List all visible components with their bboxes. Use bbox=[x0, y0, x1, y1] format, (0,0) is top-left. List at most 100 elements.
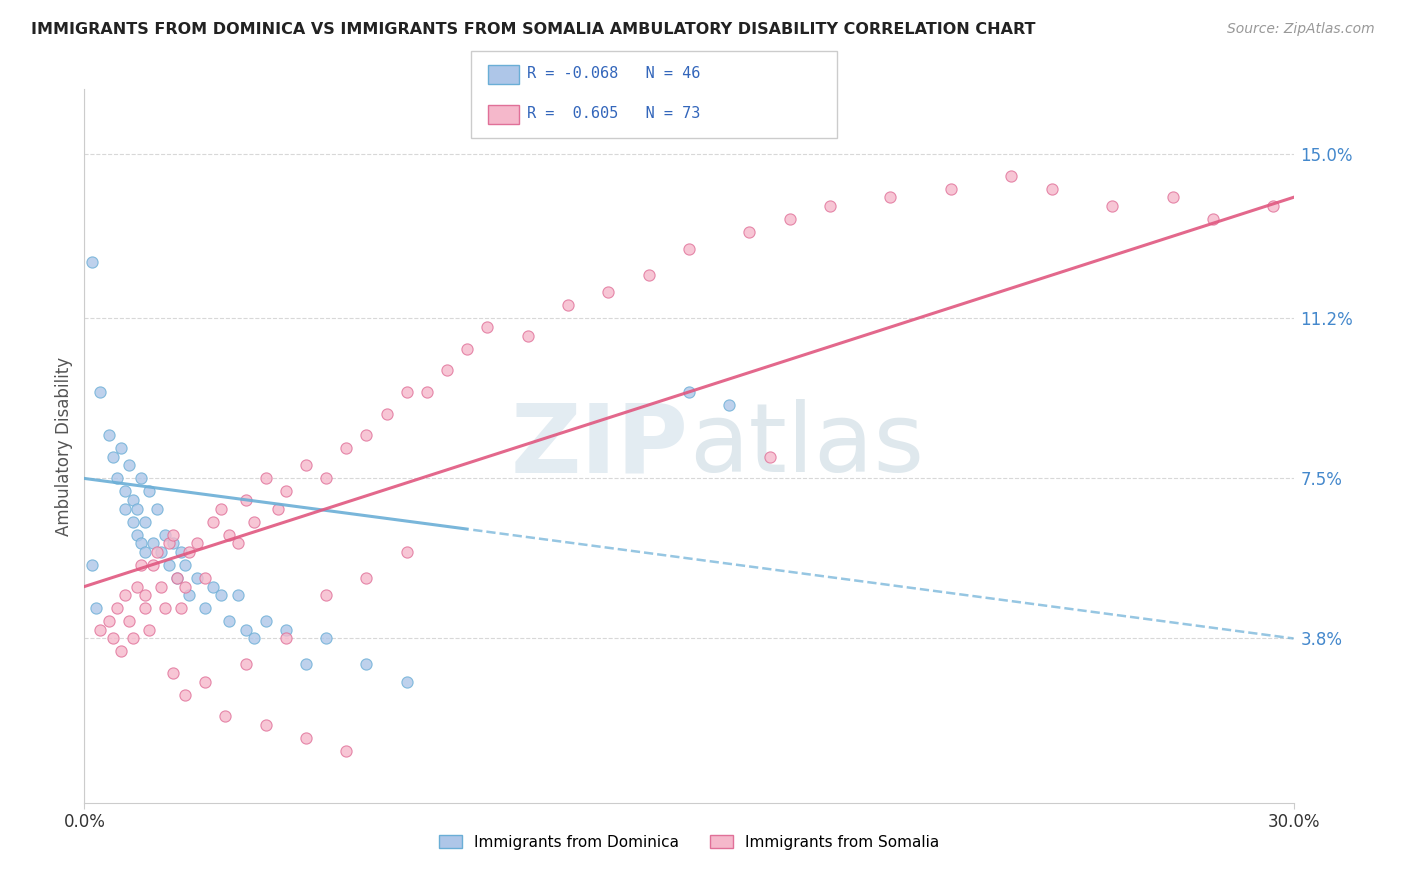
Point bbox=[274, 632, 297, 646]
Point bbox=[295, 657, 318, 672]
Point bbox=[1161, 190, 1184, 204]
Point bbox=[295, 731, 318, 745]
Point bbox=[174, 688, 197, 702]
Point bbox=[149, 580, 172, 594]
Point bbox=[134, 545, 156, 559]
Point bbox=[170, 601, 193, 615]
Point bbox=[114, 501, 136, 516]
Point bbox=[86, 601, 108, 615]
Point bbox=[1000, 169, 1022, 183]
Point bbox=[356, 428, 378, 442]
Point bbox=[1202, 211, 1225, 226]
Point bbox=[118, 614, 141, 628]
Point bbox=[134, 588, 156, 602]
Text: ZIP: ZIP bbox=[510, 400, 689, 492]
Point bbox=[114, 484, 136, 499]
Point bbox=[121, 632, 143, 646]
Point bbox=[82, 558, 104, 572]
Point bbox=[89, 623, 111, 637]
Point bbox=[235, 657, 257, 672]
Point bbox=[718, 398, 741, 412]
Point bbox=[226, 588, 249, 602]
Point bbox=[375, 407, 398, 421]
Point bbox=[939, 182, 962, 196]
Point bbox=[179, 545, 201, 559]
Point bbox=[416, 384, 439, 399]
Point bbox=[194, 674, 217, 689]
Point bbox=[637, 268, 659, 282]
Point bbox=[235, 623, 257, 637]
Point bbox=[1040, 182, 1063, 196]
Point bbox=[110, 441, 132, 455]
Point bbox=[779, 211, 801, 226]
Point bbox=[214, 709, 236, 723]
Point bbox=[105, 601, 128, 615]
Point bbox=[356, 657, 378, 672]
Point bbox=[456, 342, 478, 356]
Point bbox=[138, 484, 160, 499]
Point bbox=[162, 527, 184, 541]
Point bbox=[142, 558, 165, 572]
Point bbox=[235, 493, 257, 508]
Point bbox=[1101, 199, 1123, 213]
Point bbox=[678, 242, 700, 256]
Point bbox=[134, 601, 156, 615]
Point bbox=[174, 580, 197, 594]
Point bbox=[356, 571, 378, 585]
Point bbox=[179, 588, 201, 602]
Point bbox=[335, 441, 357, 455]
Point bbox=[157, 536, 180, 550]
Point bbox=[879, 190, 901, 204]
Text: R = -0.068   N = 46: R = -0.068 N = 46 bbox=[527, 66, 700, 81]
Point bbox=[142, 536, 165, 550]
Point bbox=[153, 601, 176, 615]
Point bbox=[315, 471, 337, 485]
Point bbox=[146, 545, 169, 559]
Point bbox=[758, 450, 780, 464]
Point bbox=[218, 527, 240, 541]
Point bbox=[166, 571, 188, 585]
Point bbox=[477, 320, 499, 334]
Point bbox=[818, 199, 841, 213]
Point bbox=[121, 493, 143, 508]
Text: atlas: atlas bbox=[689, 400, 924, 492]
Point bbox=[153, 527, 176, 541]
Point bbox=[242, 632, 264, 646]
Y-axis label: Ambulatory Disability: Ambulatory Disability bbox=[55, 357, 73, 535]
Point bbox=[598, 285, 620, 300]
Text: Source: ZipAtlas.com: Source: ZipAtlas.com bbox=[1227, 22, 1375, 37]
Point bbox=[105, 471, 128, 485]
Point bbox=[129, 536, 152, 550]
Point bbox=[254, 471, 277, 485]
Point bbox=[138, 623, 160, 637]
Point bbox=[125, 527, 148, 541]
Text: R =  0.605   N = 73: R = 0.605 N = 73 bbox=[527, 106, 700, 121]
Point bbox=[110, 644, 132, 658]
Point bbox=[274, 484, 297, 499]
Point bbox=[146, 501, 169, 516]
Point bbox=[295, 458, 318, 473]
Point bbox=[134, 515, 156, 529]
Point bbox=[125, 580, 148, 594]
Point bbox=[516, 328, 538, 343]
Point bbox=[254, 614, 277, 628]
Point bbox=[738, 225, 761, 239]
Point bbox=[101, 450, 124, 464]
Point bbox=[101, 632, 124, 646]
Point bbox=[114, 588, 136, 602]
Point bbox=[97, 614, 120, 628]
Point bbox=[209, 501, 232, 516]
Text: IMMIGRANTS FROM DOMINICA VS IMMIGRANTS FROM SOMALIA AMBULATORY DISABILITY CORREL: IMMIGRANTS FROM DOMINICA VS IMMIGRANTS F… bbox=[31, 22, 1035, 37]
Point bbox=[174, 558, 197, 572]
Point bbox=[202, 515, 225, 529]
Point bbox=[226, 536, 249, 550]
Point bbox=[149, 545, 172, 559]
Point bbox=[218, 614, 240, 628]
Point bbox=[254, 718, 277, 732]
Point bbox=[89, 384, 111, 399]
Point bbox=[129, 558, 152, 572]
Point bbox=[274, 623, 297, 637]
Point bbox=[166, 571, 188, 585]
Point bbox=[194, 571, 217, 585]
Point bbox=[121, 515, 143, 529]
